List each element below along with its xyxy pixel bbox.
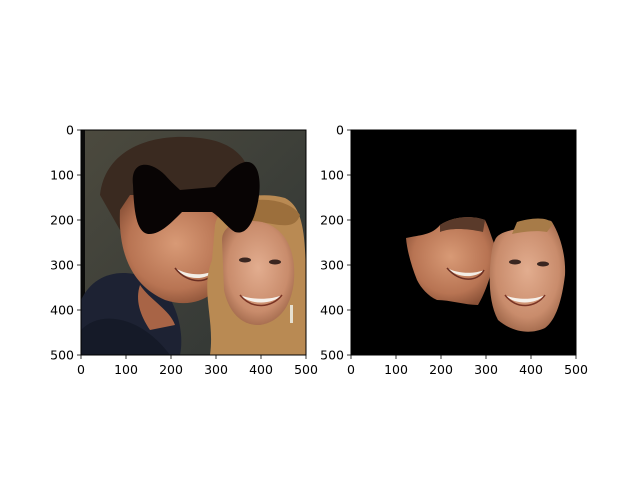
left-y-tick-label: 500: [50, 348, 74, 363]
left-y-tick-label: 200: [50, 213, 74, 228]
right-x-tick-label: 300: [474, 362, 498, 377]
right-y-tick-label: 200: [320, 213, 344, 228]
left-x-tick-label: 200: [159, 362, 183, 377]
right-x-tick-label: 0: [347, 362, 355, 377]
left-y-tick-label: 400: [50, 303, 74, 318]
right-y-tick-label: 0: [336, 123, 344, 138]
right-y-tick-label: 400: [320, 303, 344, 318]
left-x-tick-label: 400: [249, 362, 273, 377]
right-y-tick-label: 500: [320, 348, 344, 363]
left-y-tick-label: 0: [66, 123, 74, 138]
right-photo: [351, 130, 576, 355]
right-x-tick-label: 500: [564, 362, 588, 377]
right-x-tick-label: 100: [384, 362, 408, 377]
right-x-tick-label: 400: [519, 362, 543, 377]
left-y-tick-label: 300: [50, 258, 74, 273]
right-x-tick-label: 200: [429, 362, 453, 377]
bow-tie-mask: [132, 161, 260, 235]
face-segment-man: [406, 217, 495, 305]
left-x-tick-label: 100: [114, 362, 138, 377]
left-x-tick-label: 500: [294, 362, 318, 377]
right-y-tick-label: 100: [320, 168, 344, 183]
right-y-tick-label: 300: [320, 258, 344, 273]
left-image-panel: [80, 129, 307, 356]
left-y-tick-label: 100: [50, 168, 74, 183]
face-segment-woman: [489, 220, 566, 332]
left-x-tick-label: 0: [77, 362, 85, 377]
left-x-tick-label: 300: [204, 362, 228, 377]
right-image-panel: [350, 129, 577, 356]
left-photo: [81, 130, 306, 355]
